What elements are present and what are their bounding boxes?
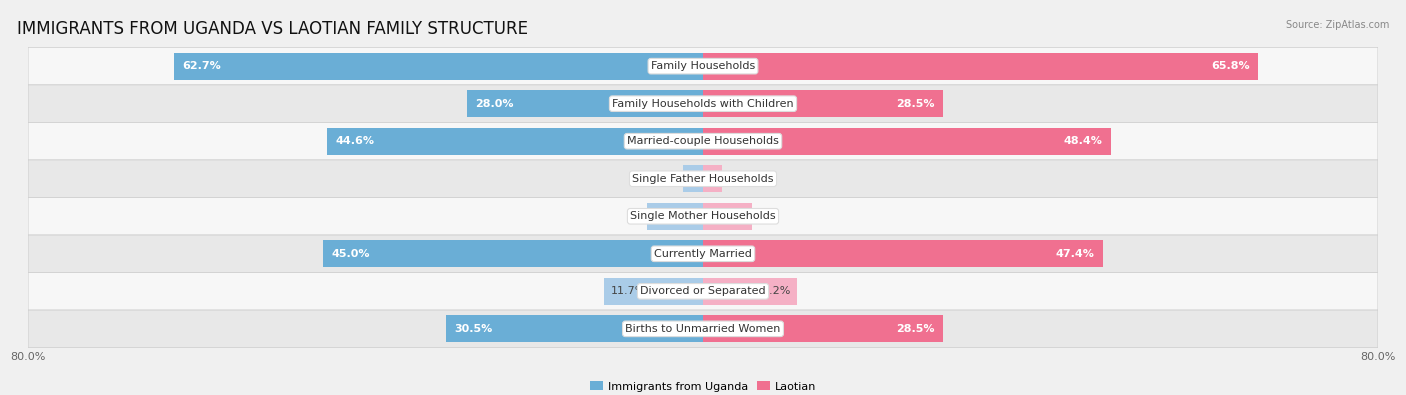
Text: 11.2%: 11.2% [755,286,790,296]
Text: IMMIGRANTS FROM UGANDA VS LAOTIAN FAMILY STRUCTURE: IMMIGRANTS FROM UGANDA VS LAOTIAN FAMILY… [17,20,527,38]
Text: 28.0%: 28.0% [475,99,513,109]
Text: 2.4%: 2.4% [689,174,718,184]
FancyBboxPatch shape [28,160,1378,198]
FancyBboxPatch shape [28,273,1378,310]
FancyBboxPatch shape [28,47,1378,85]
Bar [446,315,703,342]
FancyBboxPatch shape [28,85,1378,122]
Text: 48.4%: 48.4% [1064,136,1102,146]
Text: 65.8%: 65.8% [1211,61,1250,71]
Bar [174,53,703,80]
Bar [703,240,1102,267]
FancyBboxPatch shape [28,310,1378,348]
Text: 47.4%: 47.4% [1056,249,1094,259]
Text: 30.5%: 30.5% [454,324,492,334]
Text: 6.6%: 6.6% [654,211,682,221]
Text: Family Households with Children: Family Households with Children [612,99,794,109]
Text: Family Households: Family Households [651,61,755,71]
Text: Married-couple Households: Married-couple Households [627,136,779,146]
Text: Source: ZipAtlas.com: Source: ZipAtlas.com [1285,20,1389,30]
Text: Currently Married: Currently Married [654,249,752,259]
Text: 2.2%: 2.2% [686,174,714,184]
Bar [703,203,752,230]
Text: 45.0%: 45.0% [332,249,370,259]
Text: 44.6%: 44.6% [335,136,374,146]
FancyBboxPatch shape [28,122,1378,160]
Bar [703,165,721,192]
Text: Divorced or Separated: Divorced or Separated [640,286,766,296]
Text: 62.7%: 62.7% [183,61,221,71]
FancyBboxPatch shape [28,235,1378,273]
Text: 28.5%: 28.5% [897,99,935,109]
Text: Births to Unmarried Women: Births to Unmarried Women [626,324,780,334]
Legend: Immigrants from Uganda, Laotian: Immigrants from Uganda, Laotian [585,377,821,395]
Bar [647,203,703,230]
Bar [683,165,703,192]
Bar [605,278,703,305]
FancyBboxPatch shape [28,198,1378,235]
Bar [703,90,943,117]
Text: 5.8%: 5.8% [717,211,745,221]
Bar [703,53,1258,80]
Bar [323,240,703,267]
Text: Single Father Households: Single Father Households [633,174,773,184]
Bar [703,315,943,342]
Text: 11.7%: 11.7% [612,286,647,296]
Bar [326,128,703,155]
Bar [703,128,1111,155]
Text: 28.5%: 28.5% [897,324,935,334]
Bar [703,278,797,305]
Text: Single Mother Households: Single Mother Households [630,211,776,221]
Bar [467,90,703,117]
